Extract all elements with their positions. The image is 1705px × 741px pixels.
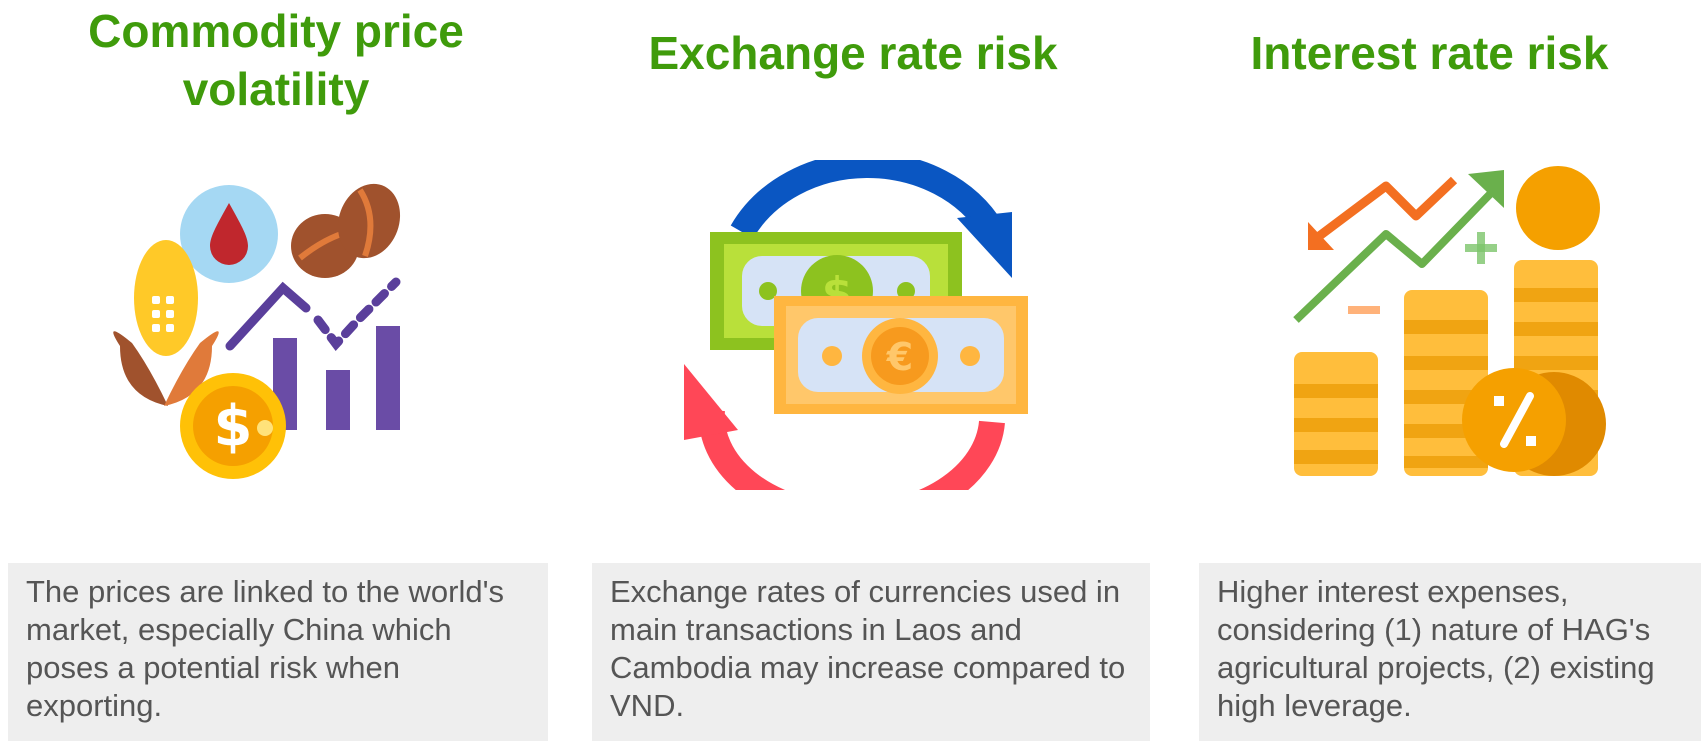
risk-title-commodity: Commodity price volatility (88, 5, 464, 115)
risk-description-exchange: Exchange rates of currencies used in mai… (592, 563, 1150, 741)
currency-exchange-icon: $ € (552, 160, 1154, 500)
risk-card-interest: Interest rate risk (1154, 0, 1705, 741)
risk-description-interest: Higher interest expenses, considering (1… (1199, 563, 1701, 741)
svg-text:$: $ (214, 394, 253, 459)
risk-title-interest: Interest rate risk (1250, 27, 1609, 79)
currency-exchange-icon-svg: $ € (684, 160, 1028, 490)
risk-card-exchange: Exchange rate risk $ € (552, 0, 1154, 741)
risk-card-commodity: Commodity price volatility (0, 0, 552, 741)
interest-rate-icon-svg (1293, 166, 1606, 476)
risk-title-exchange: Exchange rate risk (648, 27, 1058, 79)
interest-rate-icon (1154, 160, 1705, 500)
commodity-price-icon-svg: $ (113, 183, 401, 479)
svg-text:€: € (886, 335, 913, 379)
commodity-price-icon: $ (0, 178, 552, 518)
risk-description-commodity: The prices are linked to the world's mar… (8, 563, 548, 741)
